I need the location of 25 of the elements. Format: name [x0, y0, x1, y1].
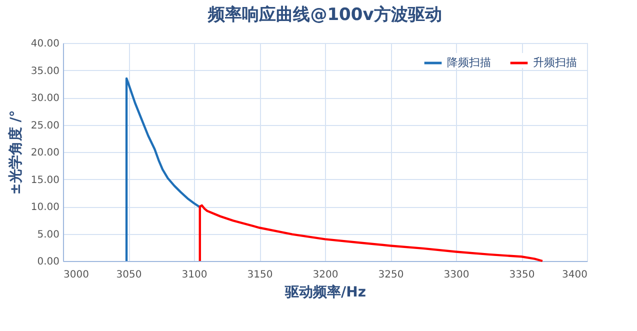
y-tick-label: 25.00	[30, 120, 60, 132]
x-tick-label: 3050	[116, 270, 142, 280]
x-tick-label: 3100	[182, 270, 208, 280]
x-tick-label: 3200	[312, 270, 338, 280]
line-series	[125, 77, 202, 262]
legend-label: 升频扫描	[533, 56, 577, 69]
y-tick-label: 30.00	[30, 93, 60, 104]
y-tick-label: 0.00	[37, 256, 60, 268]
y-tick-label: 35.00	[30, 66, 60, 77]
y-tick-label: 10.00	[30, 202, 60, 213]
x-axis-title: 驱动频率/Hz	[284, 284, 366, 300]
y-tick-label: 20.00	[30, 148, 60, 158]
x-tick-label: 3250	[378, 270, 404, 280]
y-tick-label: 5.00	[37, 229, 60, 240]
x-tick-label: 3150	[247, 270, 273, 280]
chart-title: 频率响应曲线@100v方波驱动	[207, 5, 442, 25]
line-series	[198, 204, 544, 262]
legend-label: 降频扫描	[447, 56, 491, 69]
x-tick-label: 3400	[562, 270, 588, 280]
y-tick-label: 15.00	[30, 174, 60, 186]
x-tick-label: 3000	[64, 270, 89, 280]
x-tick-label: 3350	[509, 270, 535, 280]
x-tick-label: 3300	[444, 270, 470, 280]
y-axis-title: ±光学角度 /°	[6, 110, 24, 195]
y-tick-label: 40.00	[30, 38, 60, 50]
